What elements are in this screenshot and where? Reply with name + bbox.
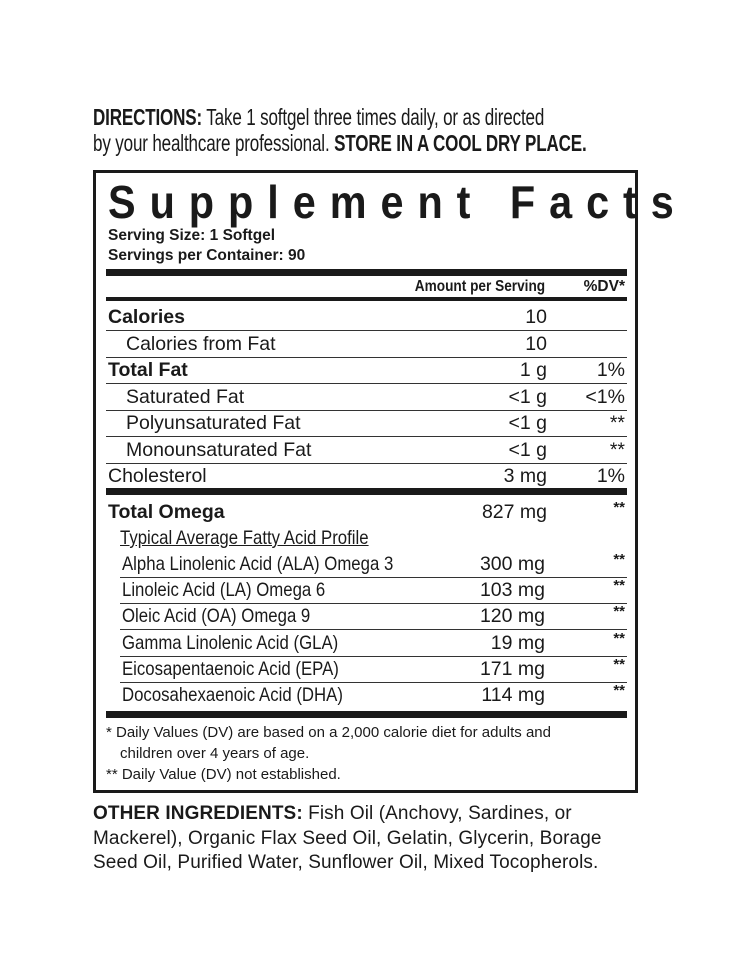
- header-amount: Amount per Serving: [414, 278, 545, 295]
- nutrient-row: Gamma Linolenic Acid (GLA) 19 mg **: [106, 630, 627, 656]
- directions-text-2: by your healthcare professional.: [93, 130, 335, 156]
- nutrient-row: Linoleic Acid (LA) Omega 6 103 mg **: [106, 577, 627, 603]
- divider-medium: [106, 297, 627, 301]
- footnote-not-established: ** Daily Value (DV) not established.: [106, 766, 341, 783]
- other-ingredients-line-2: Mackerel), Organic Flax Seed Oil, Gelati…: [93, 828, 602, 849]
- nutrient-row: Calories from Fat 10: [106, 331, 627, 357]
- directions-line-2: by your healthcare professional. STORE I…: [93, 130, 587, 157]
- other-ingredients-line-3: Seed Oil, Purified Water, Sunflower Oil,…: [93, 852, 599, 873]
- nutrient-dv: 1%: [596, 465, 625, 487]
- nutrient-amount: 120 mg: [479, 605, 545, 628]
- nutrient-row: Saturated Fat <1 g <1%: [106, 384, 627, 410]
- nutrient-row: Cholesterol 3 mg 1%: [106, 463, 627, 489]
- nutrient-label: Calories: [108, 306, 185, 328]
- row-divider: [120, 681, 627, 683]
- nutrient-dv: **: [609, 438, 625, 461]
- nutrient-dv: **: [609, 412, 625, 434]
- nutrient-dv: **: [613, 577, 625, 595]
- profile-heading-row: Typical Average Fatty Acid Profile: [106, 525, 627, 551]
- nutrient-amount: 103 mg: [479, 579, 545, 602]
- nutrient-amount: 10: [525, 306, 547, 328]
- nutrient-amount: 114 mg: [481, 684, 545, 706]
- supplement-facts-panel: Supplement Facts Serving Size: 1 Softgel…: [93, 170, 674, 793]
- panel-title: Supplement Facts: [108, 176, 688, 228]
- other-ingredients-text: Fish Oil (Anchovy, Sardines, or: [302, 803, 572, 824]
- directions-label: DIRECTIONS:: [93, 104, 203, 130]
- nutrient-dv: **: [613, 551, 625, 568]
- serving-size: Serving Size: 1 Softgel: [108, 227, 276, 244]
- nutrient-label: Eicosapentaenoic Acid (EPA): [122, 657, 339, 680]
- nutrient-amount: 171 mg: [479, 657, 545, 680]
- nutrient-row: Calories 10: [106, 304, 627, 330]
- nutrient-amount: 827 mg: [481, 501, 547, 523]
- nutrient-label: Docosahexaenoic Acid (DHA): [122, 684, 343, 706]
- row-divider: [106, 409, 627, 411]
- row-divider: [106, 330, 627, 331]
- nutrient-dv: **: [613, 499, 625, 516]
- nutrient-label: Cholesterol: [108, 465, 207, 487]
- nutrient-dv: **: [613, 655, 625, 673]
- nutrient-row: Oleic Acid (OA) Omega 9 120 mg **: [106, 603, 627, 629]
- nutrient-row: Total Fat 1 g 1%: [106, 357, 627, 383]
- header-dv: %DV*: [583, 278, 625, 295]
- nutrient-row: Monounsaturated Fat <1 g **: [106, 437, 627, 463]
- nutrient-dv: **: [613, 629, 625, 647]
- nutrient-label: Monounsaturated Fat: [126, 438, 312, 461]
- nutrient-amount: 3 mg: [503, 465, 547, 487]
- servings-per-container: Servings per Container: 90: [108, 247, 306, 264]
- nutrient-amount: <1 g: [508, 438, 548, 461]
- row-divider: [106, 383, 627, 384]
- footnote-daily-values-cont: children over 4 years of age.: [120, 745, 310, 762]
- other-ingredients-line-1: OTHER INGREDIENTS: Fish Oil (Anchovy, Sa…: [93, 803, 572, 825]
- nutrient-label: Linoleic Acid (LA) Omega 6: [122, 579, 326, 602]
- nutrient-amount: 19 mg: [490, 631, 545, 654]
- nutrient-dv: 1%: [596, 359, 625, 381]
- row-divider: [120, 577, 627, 578]
- divider-thick: [106, 488, 627, 495]
- total-omega-row: Total Omega 827 mg **: [106, 499, 627, 525]
- directions-line-1: DIRECTIONS: Take 1 softgel three times d…: [93, 104, 544, 131]
- nutrient-label: Alpha Linolenic Acid (ALA) Omega 3: [122, 553, 394, 575]
- nutrient-label: Total Fat: [108, 359, 188, 381]
- nutrient-amount: 1 g: [519, 359, 547, 381]
- nutrient-dv: **: [613, 682, 625, 699]
- row-divider: [106, 436, 627, 437]
- nutrient-label: Gamma Linolenic Acid (GLA): [122, 631, 339, 654]
- row-divider: [106, 356, 627, 358]
- nutrient-row: Polyunsaturated Fat <1 g **: [106, 410, 627, 436]
- row-divider: [120, 629, 627, 631]
- nutrient-row: Docosahexaenoic Acid (DHA) 114 mg **: [106, 682, 627, 708]
- nutrient-label: Calories from Fat: [126, 332, 276, 355]
- divider-thick: [106, 711, 627, 718]
- directions-text: Take 1 softgel three times daily, or as …: [202, 104, 545, 130]
- nutrient-row: Alpha Linolenic Acid (ALA) Omega 3 300 mg…: [106, 551, 627, 577]
- nutrient-amount: 10: [525, 332, 547, 355]
- nutrient-amount: <1 g: [508, 385, 548, 408]
- storage-instructions: STORE IN A COOL DRY PLACE.: [334, 130, 587, 156]
- nutrient-row: Eicosapentaenoic Acid (EPA) 171 mg **: [106, 656, 627, 682]
- footnote-daily-values: * Daily Values (DV) are based on a 2,000…: [106, 724, 551, 741]
- divider-thick: [106, 269, 627, 276]
- nutrient-label: Saturated Fat: [126, 385, 245, 408]
- nutrient-label: Total Omega: [108, 501, 225, 523]
- other-ingredients-label: OTHER INGREDIENTS:: [93, 803, 303, 824]
- row-divider: [120, 603, 627, 605]
- nutrient-label: Polyunsaturated Fat: [126, 412, 301, 434]
- nutrient-amount: <1 g: [508, 412, 548, 434]
- nutrient-dv: **: [613, 603, 625, 621]
- nutrient-dv: <1%: [585, 385, 625, 408]
- nutrient-amount: 300 mg: [479, 553, 545, 575]
- row-divider: [120, 655, 627, 657]
- row-divider: [106, 462, 627, 464]
- profile-heading: Typical Average Fatty Acid Profile: [120, 527, 369, 549]
- nutrient-label: Oleic Acid (OA) Omega 9: [122, 605, 311, 628]
